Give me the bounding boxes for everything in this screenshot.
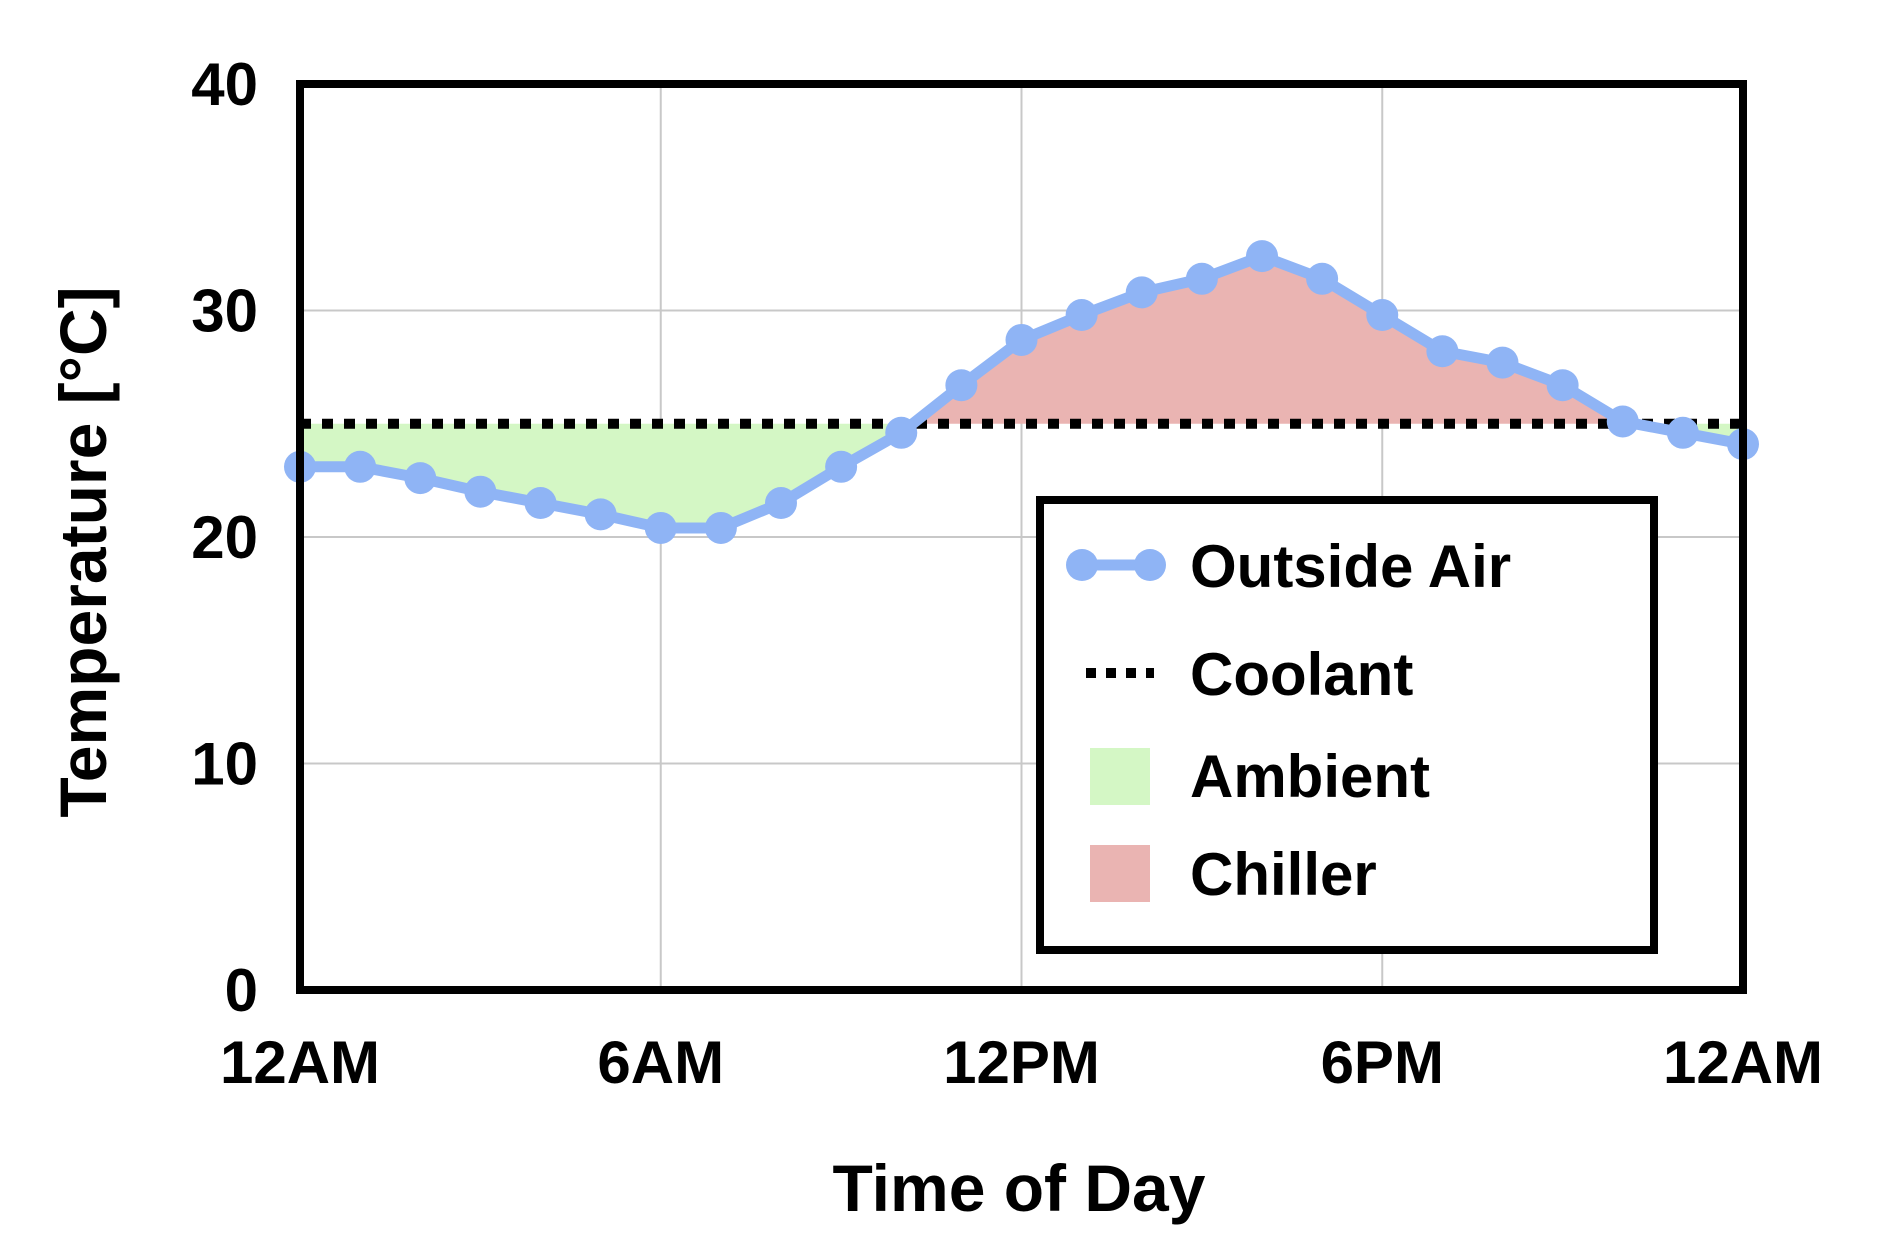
outside-air-point [1246, 240, 1278, 273]
legend-chiller-label: Chiller [1190, 841, 1377, 908]
outside-air-point [1065, 299, 1098, 332]
chiller-area [912, 256, 1635, 424]
x-tick-label: 12PM [943, 1029, 1100, 1096]
outside-air-point [1546, 369, 1579, 402]
legend-ambient-swatch [1090, 748, 1150, 805]
outside-air-point [765, 487, 797, 520]
outside-air-point [1426, 335, 1459, 368]
outside-air-point [644, 511, 677, 544]
legend-outside-air-label: Outside Air [1190, 533, 1511, 600]
outside-air-point [885, 416, 918, 449]
legend-chiller-swatch [1090, 845, 1150, 902]
outside-air-point [1486, 346, 1519, 379]
plot-frame [296, 80, 1747, 994]
legend-outside-air-marker [1134, 549, 1166, 581]
x-tick-label: 6AM [597, 1029, 724, 1096]
outside-air-point [825, 450, 858, 483]
y-tick-label: 30 [191, 278, 258, 345]
outside-air-point [524, 487, 557, 520]
legend-outside-air-marker [1066, 549, 1098, 581]
y-tick-labels: 0 10 20 30 40 [191, 51, 258, 1024]
y-tick-label: 10 [191, 731, 258, 798]
ambient-area [300, 423, 913, 528]
x-tick-label: 12AM [1663, 1029, 1823, 1096]
outside-air-point [584, 498, 617, 531]
y-tick-label: 20 [191, 504, 258, 571]
outside-air-point [1005, 323, 1038, 356]
outside-air-point [344, 450, 377, 483]
x-tick-label: 6PM [1321, 1029, 1444, 1096]
outside-air-point [404, 462, 437, 495]
y-tick-label: 0 [225, 957, 258, 1024]
series-layer [284, 240, 1759, 544]
outside-air-point [1606, 405, 1639, 438]
legend-coolant-label: Coolant [1190, 641, 1413, 708]
outside-air-point [1666, 416, 1699, 449]
outside-air-point [1306, 262, 1339, 295]
outside-air-point [464, 475, 497, 508]
outside-air-point [1366, 299, 1399, 332]
outside-air-point [704, 511, 737, 544]
outside-air-point [1125, 276, 1158, 309]
legend: Outside Air Coolant Ambient Chiller [1036, 496, 1658, 954]
outside-air-point [1185, 262, 1218, 295]
outside-air-point [945, 369, 978, 402]
x-tick-labels: 12AM 6AM 12PM 6PM 12AM [220, 1029, 1823, 1096]
x-axis-title: Time of Day [833, 1151, 1206, 1225]
legend-ambient-label: Ambient [1190, 743, 1430, 810]
y-tick-label: 40 [191, 51, 258, 118]
frame-layer [296, 80, 1747, 994]
y-axis-title: Temperature [°C] [46, 286, 120, 817]
x-tick-label: 12AM [220, 1029, 380, 1096]
